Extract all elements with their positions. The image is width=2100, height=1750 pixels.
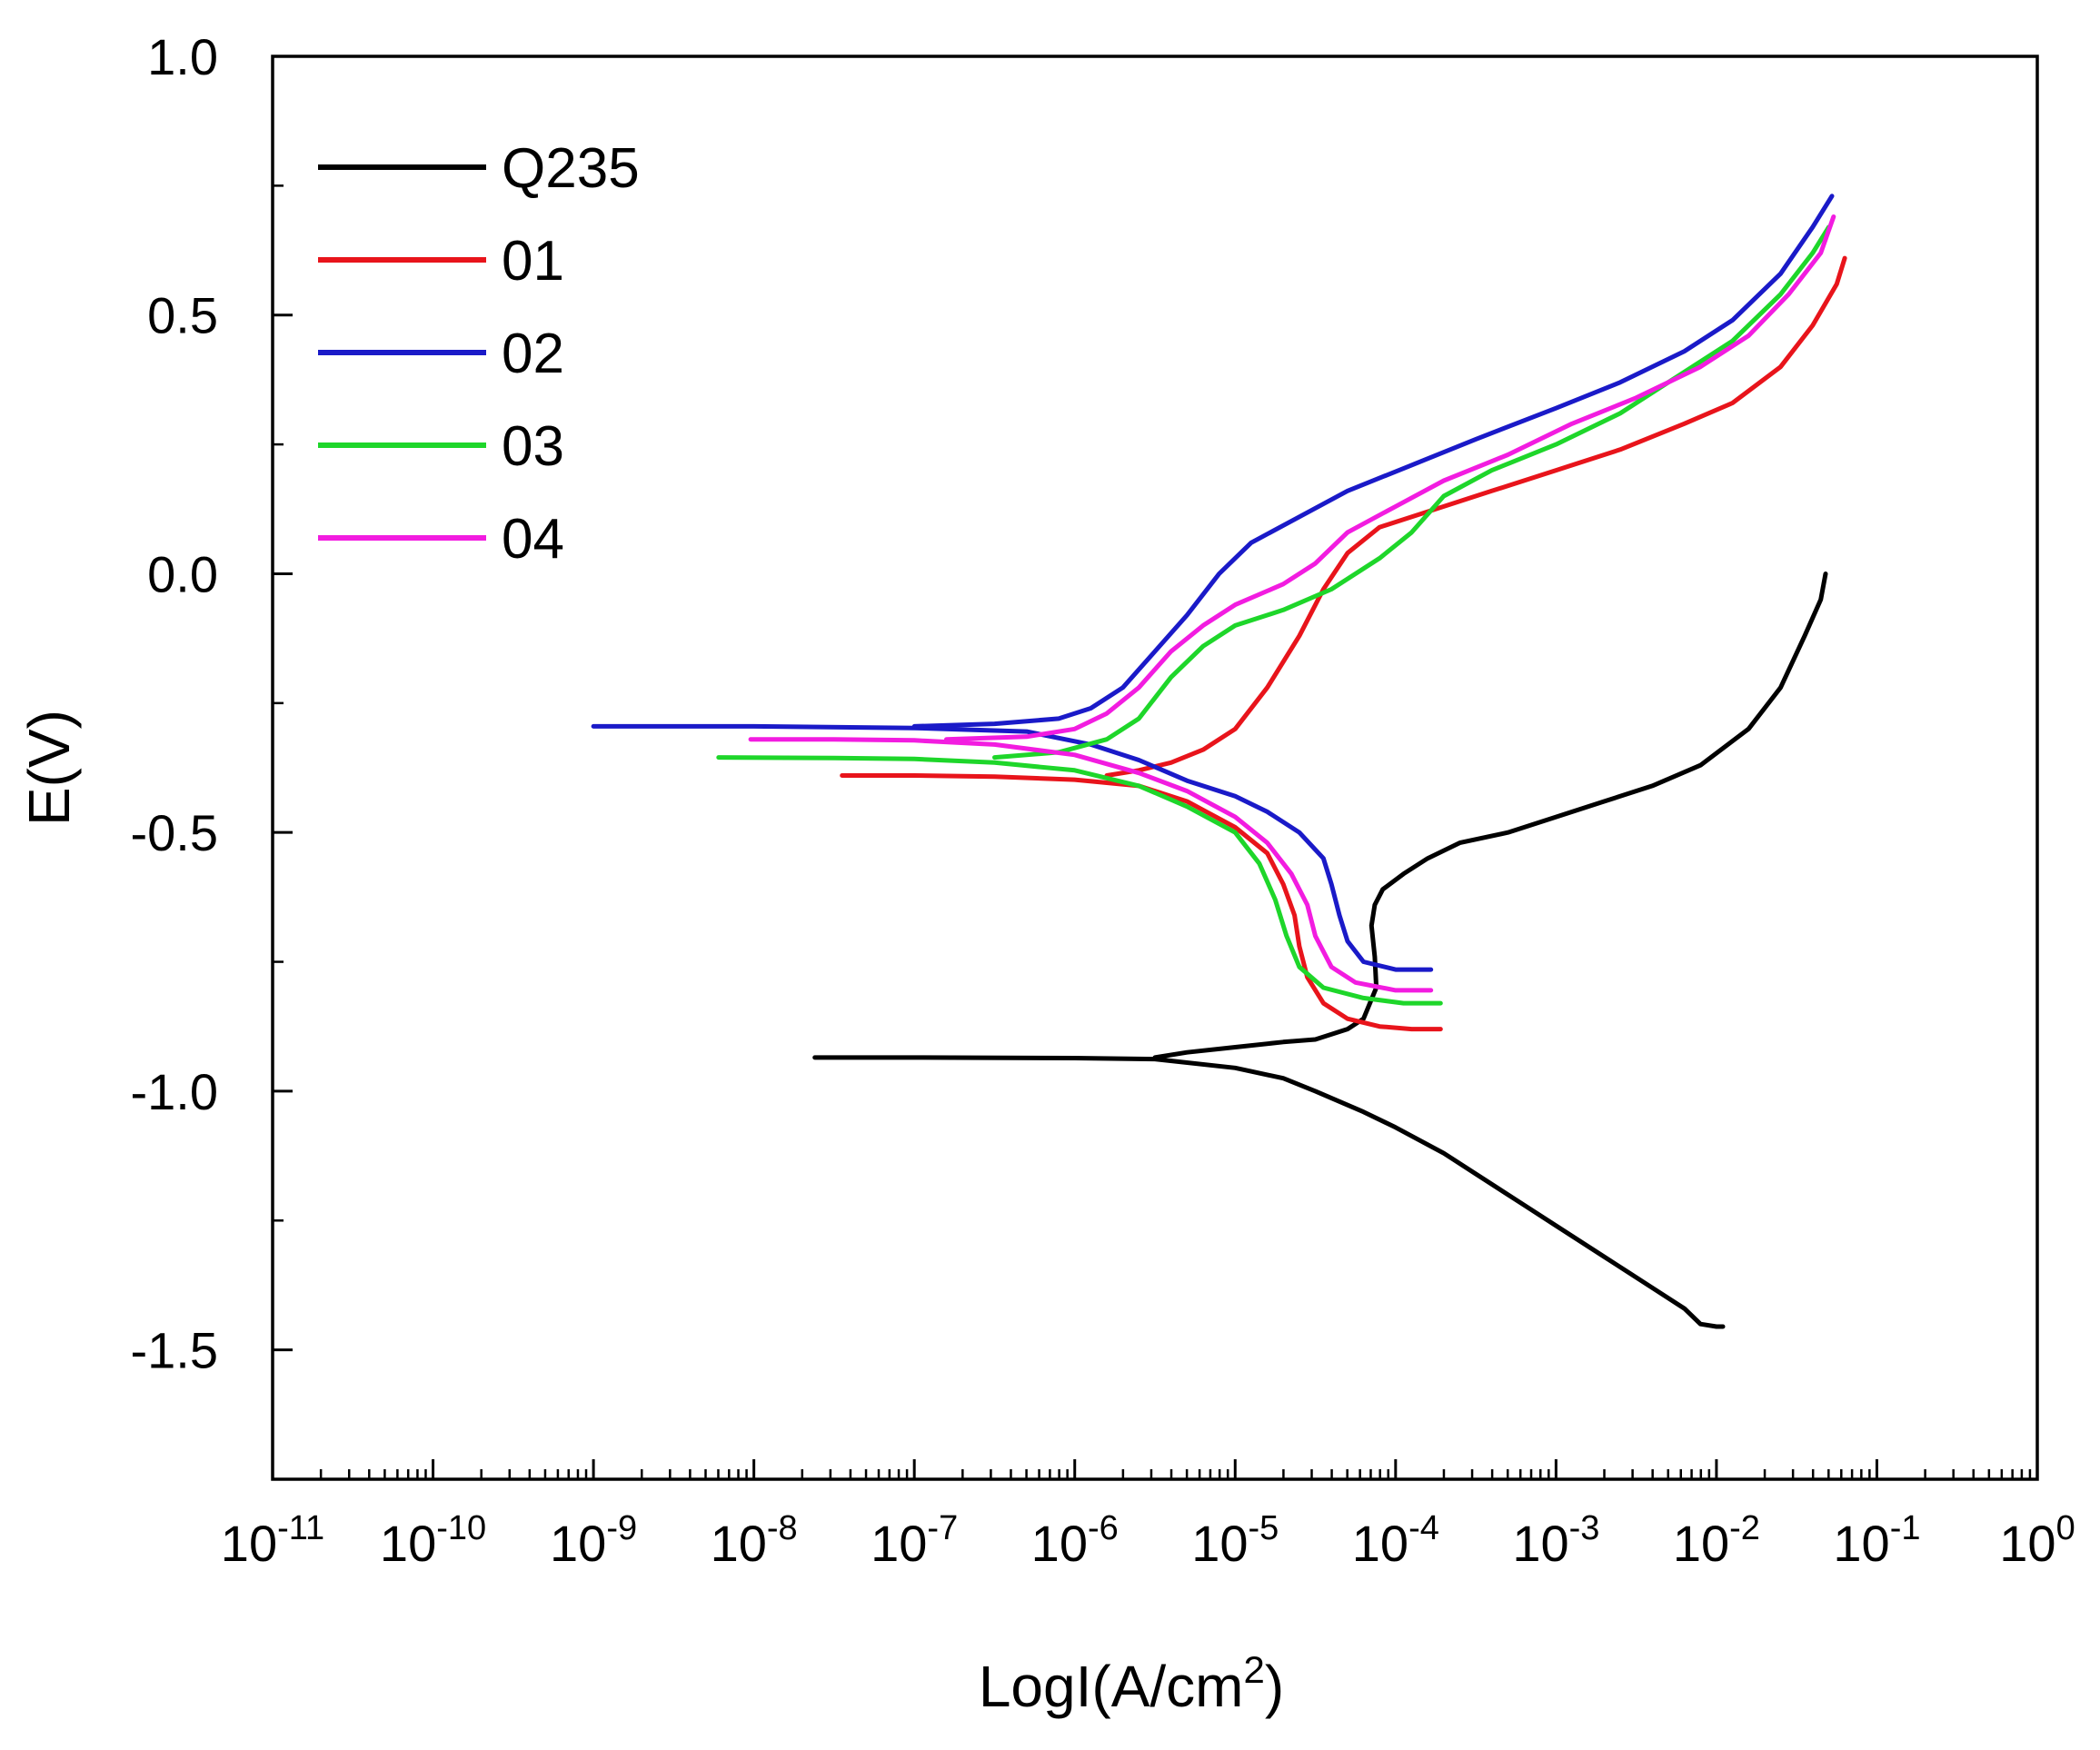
legend: Q235 01 02 03 04 bbox=[318, 137, 640, 571]
y-tick-label: 0.5 bbox=[147, 287, 218, 344]
x-tick-label: 10-1 bbox=[1833, 1509, 1920, 1572]
x-tick-label-exponent: -5 bbox=[1249, 1509, 1279, 1547]
x-tick-label-base: 10 bbox=[1352, 1515, 1408, 1572]
x-tick-label: 10-9 bbox=[550, 1509, 637, 1572]
series-04-anodic-line bbox=[944, 214, 1836, 742]
x-tick-label-exponent: -9 bbox=[606, 1509, 637, 1547]
x-tick-label: 10-4 bbox=[1352, 1509, 1439, 1572]
x-tick-label-base: 10 bbox=[711, 1515, 767, 1572]
plot-frame bbox=[271, 55, 2039, 1481]
series-01-cathodic-line bbox=[840, 773, 1443, 1032]
x-tick-label-base: 10 bbox=[1833, 1515, 1889, 1572]
x-tick-label-exponent: -11 bbox=[277, 1509, 324, 1547]
x-axis-title-superscript: 2 bbox=[1243, 1648, 1264, 1691]
series-03-anodic-line bbox=[992, 224, 1831, 761]
x-tick-label-base: 10 bbox=[221, 1515, 277, 1572]
y-axis: 1.0 0.5 0.0 -0.5 -1.0 -1.5 bbox=[131, 28, 293, 1379]
y-tick-label: -1.5 bbox=[131, 1322, 219, 1379]
plot-area bbox=[271, 55, 2039, 1481]
x-tick-label-exponent: -10 bbox=[436, 1509, 486, 1547]
x-tick-label: 10-7 bbox=[871, 1509, 958, 1572]
x-tick-label: 10-8 bbox=[711, 1509, 798, 1572]
legend-label-01: 01 bbox=[502, 230, 564, 293]
x-tick-label-exponent: -1 bbox=[1890, 1509, 1921, 1547]
y-tick-label: -0.5 bbox=[131, 804, 219, 861]
x-tick-label-base: 10 bbox=[1673, 1515, 1729, 1572]
x-axis-title-base: LogI(A/cm bbox=[979, 1654, 1244, 1719]
series-04-cathodic-line bbox=[748, 737, 1434, 993]
x-tick-label-base: 10 bbox=[871, 1515, 927, 1572]
x-tick-label-base: 10 bbox=[1031, 1515, 1088, 1572]
y-tick-label: 0.0 bbox=[147, 545, 218, 602]
series-03-cathodic-line bbox=[716, 755, 1443, 1006]
x-tick-label: 100 bbox=[1999, 1509, 2075, 1572]
x-axis-title-close: ) bbox=[1265, 1654, 1284, 1719]
x-tick-label-base: 10 bbox=[550, 1515, 606, 1572]
series-01-anodic-line bbox=[1104, 255, 1847, 778]
x-tick-label: 10-5 bbox=[1191, 1509, 1279, 1572]
x-tick-label: 10-3 bbox=[1512, 1509, 1599, 1572]
x-axis: 10-11 10-10 10-9 10-8 10-7 10-6 10-5 10-4 10-3 10… bbox=[221, 1459, 2075, 1572]
x-tick-label: 10-6 bbox=[1031, 1509, 1119, 1572]
y-axis-title: E(V) bbox=[16, 710, 82, 826]
x-tick-label-base: 10 bbox=[1999, 1515, 2055, 1572]
series-02-cathodic-line bbox=[591, 723, 1434, 972]
series-q235-anodic-line bbox=[1152, 572, 1828, 1060]
x-tick-label-exponent: -4 bbox=[1408, 1509, 1439, 1547]
x-tick-label-exponent: -3 bbox=[1569, 1509, 1600, 1547]
y-tick-label: 1.0 bbox=[147, 28, 218, 85]
legend-label-04: 04 bbox=[502, 508, 564, 571]
legend-label-02: 02 bbox=[502, 323, 564, 385]
legend-label-03: 03 bbox=[502, 415, 564, 478]
x-axis-title: LogI(A/cm2) bbox=[979, 1648, 1284, 1719]
series-lines bbox=[591, 194, 1847, 1329]
y-tick-label: -1.0 bbox=[131, 1063, 219, 1120]
x-tick-label: 10-11 bbox=[221, 1509, 324, 1572]
x-tick-label-exponent: -2 bbox=[1729, 1509, 1760, 1547]
series-02-anodic-line bbox=[911, 194, 1835, 729]
x-tick-label-base: 10 bbox=[380, 1515, 436, 1572]
x-tick-label-exponent: 0 bbox=[2056, 1509, 2075, 1547]
x-tick-label-base: 10 bbox=[1191, 1515, 1248, 1572]
x-tick-label-base: 10 bbox=[1512, 1515, 1568, 1572]
x-tick-label-exponent: -7 bbox=[927, 1509, 958, 1547]
x-tick-label: 10-10 bbox=[380, 1509, 486, 1572]
x-tick-label-exponent: -8 bbox=[767, 1509, 798, 1547]
legend-label-q235: Q235 bbox=[502, 137, 640, 200]
x-tick-label: 10-2 bbox=[1673, 1509, 1760, 1572]
x-tick-label-exponent: -6 bbox=[1088, 1509, 1119, 1547]
